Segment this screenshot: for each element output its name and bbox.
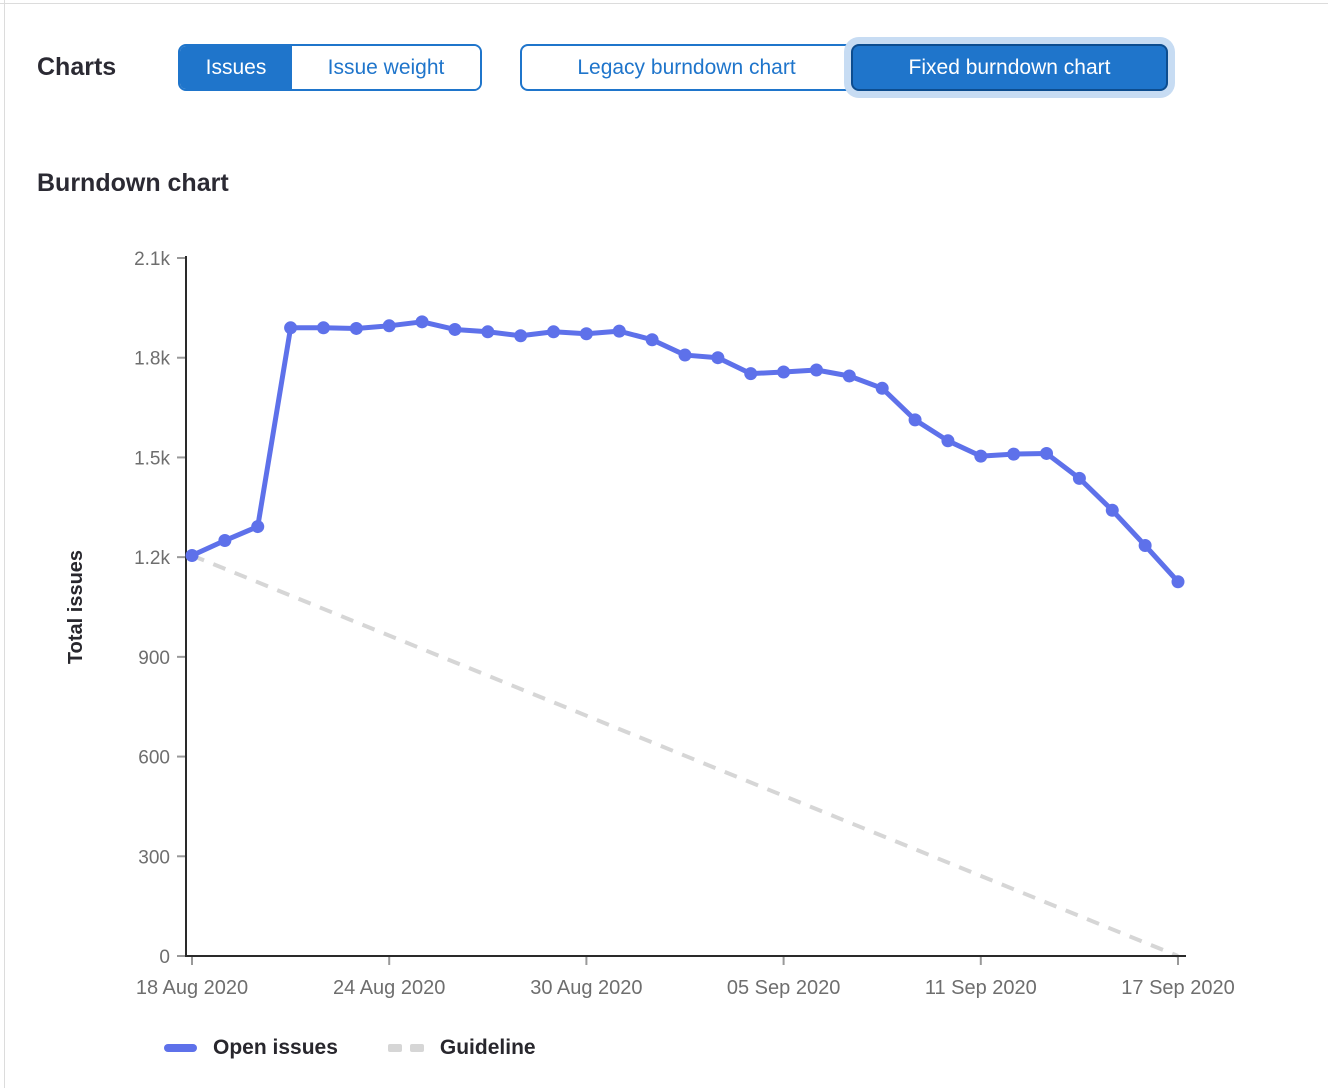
y-axis-title: Total issues: [65, 550, 87, 664]
open-issues-line-swatch-icon: [164, 1044, 197, 1052]
data-point[interactable]: [974, 449, 988, 463]
data-point[interactable]: [1007, 447, 1021, 461]
data-point[interactable]: [579, 327, 593, 341]
top-divider: [0, 3, 1328, 4]
y-tick-label: 300: [138, 847, 170, 868]
y-tick-label: 0: [159, 947, 170, 968]
data-point[interactable]: [1138, 539, 1152, 553]
y-tick-label: 900: [138, 648, 170, 669]
guideline-line: [191, 553, 1179, 958]
data-point[interactable]: [678, 348, 692, 362]
data-point[interactable]: [218, 534, 232, 548]
chart-type-toggle-group: Legacy burndown chart Fixed burndown cha…: [520, 44, 1168, 91]
y-tick-label: 600: [138, 748, 170, 769]
data-point[interactable]: [842, 369, 856, 383]
burndown-chart-heading: Burndown chart: [37, 169, 229, 197]
legend-label: Guideline: [439, 1036, 536, 1059]
x-tick-label: 18 Aug 2020: [136, 977, 248, 999]
data-point[interactable]: [612, 324, 626, 338]
data-point[interactable]: [1072, 471, 1086, 485]
left-divider: [4, 0, 5, 1088]
data-point[interactable]: [711, 351, 725, 365]
legend-label: Open issues: [213, 1036, 338, 1059]
data-point[interactable]: [185, 548, 199, 562]
legacy-burndown-chart-button[interactable]: Legacy burndown chart: [520, 44, 851, 91]
data-point[interactable]: [645, 333, 659, 347]
y-tick-label: 2.1k: [134, 249, 170, 270]
data-point[interactable]: [1040, 446, 1054, 460]
x-tick-label: 11 Sep 2020: [925, 977, 1037, 999]
x-tick-label: 30 Aug 2020: [530, 977, 642, 999]
y-tick-label: 1.2k: [134, 548, 170, 569]
chart-legend: Open issues Guideline: [164, 1036, 536, 1060]
data-point[interactable]: [1105, 503, 1119, 517]
data-point[interactable]: [448, 322, 462, 336]
issue-weight-toggle-button[interactable]: Issue weight: [292, 46, 480, 89]
guideline-dash-swatch-icon: [387, 1044, 424, 1052]
burndown-chart-canvas[interactable]: 0 300 600 900 1.2k 1.5k 1.8k 2.1k 18 Aug 2020 24 …: [0, 235, 1260, 1025]
metric-toggle-group: Issues Issue weight: [178, 44, 482, 91]
data-point[interactable]: [809, 363, 823, 377]
data-point[interactable]: [415, 315, 429, 329]
y-tick-label: 1.8k: [134, 349, 170, 370]
data-point[interactable]: [514, 329, 528, 343]
data-point[interactable]: [284, 321, 298, 335]
data-point[interactable]: [1171, 575, 1185, 589]
data-point[interactable]: [481, 325, 495, 339]
legend-item-guideline[interactable]: Guideline: [387, 1036, 536, 1060]
data-point[interactable]: [908, 413, 922, 427]
charts-label: Charts: [37, 53, 117, 81]
data-point[interactable]: [382, 319, 396, 333]
data-point[interactable]: [744, 367, 758, 381]
data-point[interactable]: [777, 365, 791, 379]
data-point[interactable]: [941, 434, 955, 448]
data-point[interactable]: [875, 381, 889, 395]
x-tick-label: 24 Aug 2020: [333, 977, 445, 999]
data-point[interactable]: [547, 325, 561, 339]
issues-toggle-button[interactable]: Issues: [180, 46, 292, 89]
y-tick-label: 1.5k: [134, 448, 170, 469]
data-point[interactable]: [316, 321, 330, 335]
fixed-burndown-chart-button[interactable]: Fixed burndown chart: [851, 44, 1168, 91]
data-point[interactable]: [349, 321, 363, 335]
x-tick-label: 05 Sep 2020: [727, 977, 840, 999]
data-point[interactable]: [251, 520, 265, 534]
legend-item-open-issues[interactable]: Open issues: [164, 1036, 338, 1060]
x-tick-label: 17 Sep 2020: [1121, 977, 1234, 999]
